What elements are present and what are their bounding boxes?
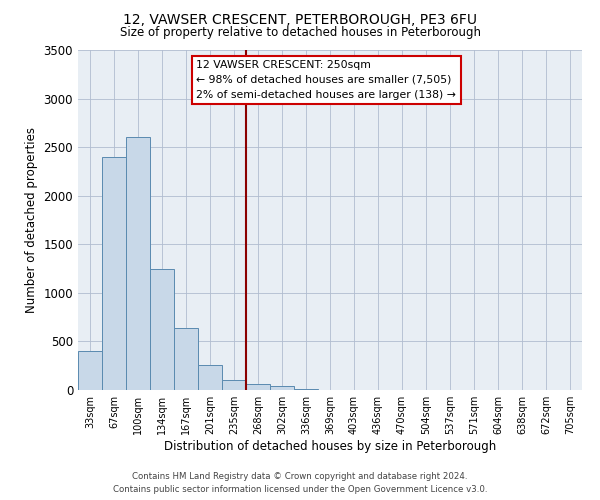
Bar [270, 386, 294, 390]
Text: Size of property relative to detached houses in Peterborough: Size of property relative to detached ho… [119, 26, 481, 39]
Bar [246, 384, 270, 390]
Y-axis label: Number of detached properties: Number of detached properties [25, 127, 38, 313]
Bar [150, 268, 174, 390]
Bar [174, 328, 198, 390]
Bar [222, 380, 246, 390]
Text: 12, VAWSER CRESCENT, PETERBOROUGH, PE3 6FU: 12, VAWSER CRESCENT, PETERBOROUGH, PE3 6… [123, 12, 477, 26]
Bar [102, 157, 126, 390]
Text: 12 VAWSER CRESCENT: 250sqm
← 98% of detached houses are smaller (7,505)
2% of se: 12 VAWSER CRESCENT: 250sqm ← 98% of deta… [196, 60, 457, 100]
Bar [78, 351, 102, 390]
Bar [126, 138, 150, 390]
Text: Contains HM Land Registry data © Crown copyright and database right 2024.
Contai: Contains HM Land Registry data © Crown c… [113, 472, 487, 494]
Bar [294, 388, 318, 390]
X-axis label: Distribution of detached houses by size in Peterborough: Distribution of detached houses by size … [164, 440, 496, 453]
Bar [198, 364, 222, 390]
